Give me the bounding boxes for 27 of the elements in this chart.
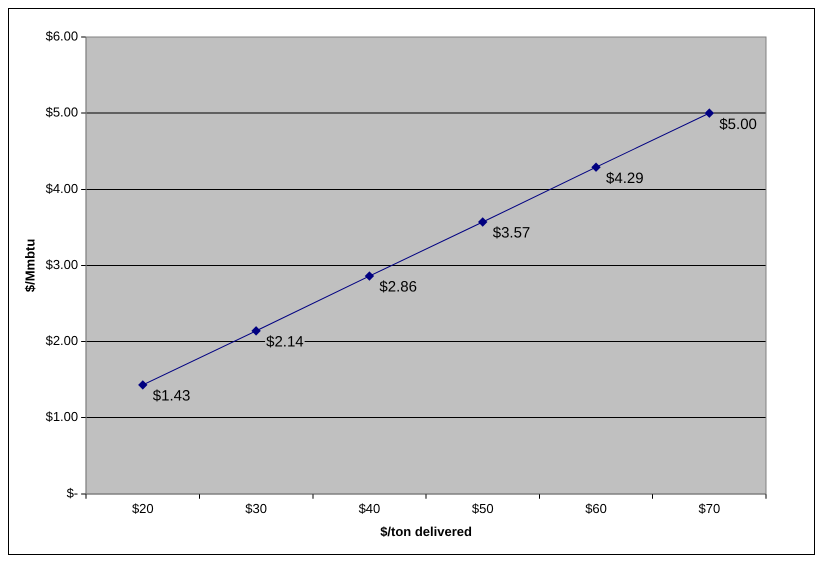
data-label: $2.86 <box>379 278 417 296</box>
data-label: $3.57 <box>492 224 530 242</box>
x-tick-label: $40 <box>358 501 380 516</box>
point <box>592 162 601 172</box>
data-label: $4.29 <box>606 170 644 187</box>
x-axis-title: $/ton delivered <box>380 524 472 539</box>
y-tick-label: $1.00 <box>46 409 78 424</box>
x-tick-label: $20 <box>132 501 154 516</box>
x-tick-label: $30 <box>245 501 267 516</box>
x-tick-label: $50 <box>472 501 494 516</box>
y-tick-label: $4.00 <box>46 180 78 196</box>
data-label: $2.14 <box>266 334 304 351</box>
data-label: $1.43 <box>152 388 190 405</box>
point <box>138 380 148 390</box>
point <box>478 218 488 227</box>
x-tick-label: $70 <box>698 501 720 516</box>
y-tick-label: $- <box>66 485 78 500</box>
y-tick-label: $2.00 <box>46 333 78 348</box>
y-tick-label: $3.00 <box>46 256 78 272</box>
point <box>252 326 261 336</box>
data-label: $5.00 <box>719 116 757 133</box>
point <box>364 272 374 281</box>
y-tick-label: $6.00 <box>46 28 78 44</box>
x-tick-label: $60 <box>585 501 607 516</box>
y-axis-title: $/Mmbtu <box>22 238 38 292</box>
point <box>704 108 714 118</box>
y-tick-label: $5.00 <box>46 104 78 120</box>
